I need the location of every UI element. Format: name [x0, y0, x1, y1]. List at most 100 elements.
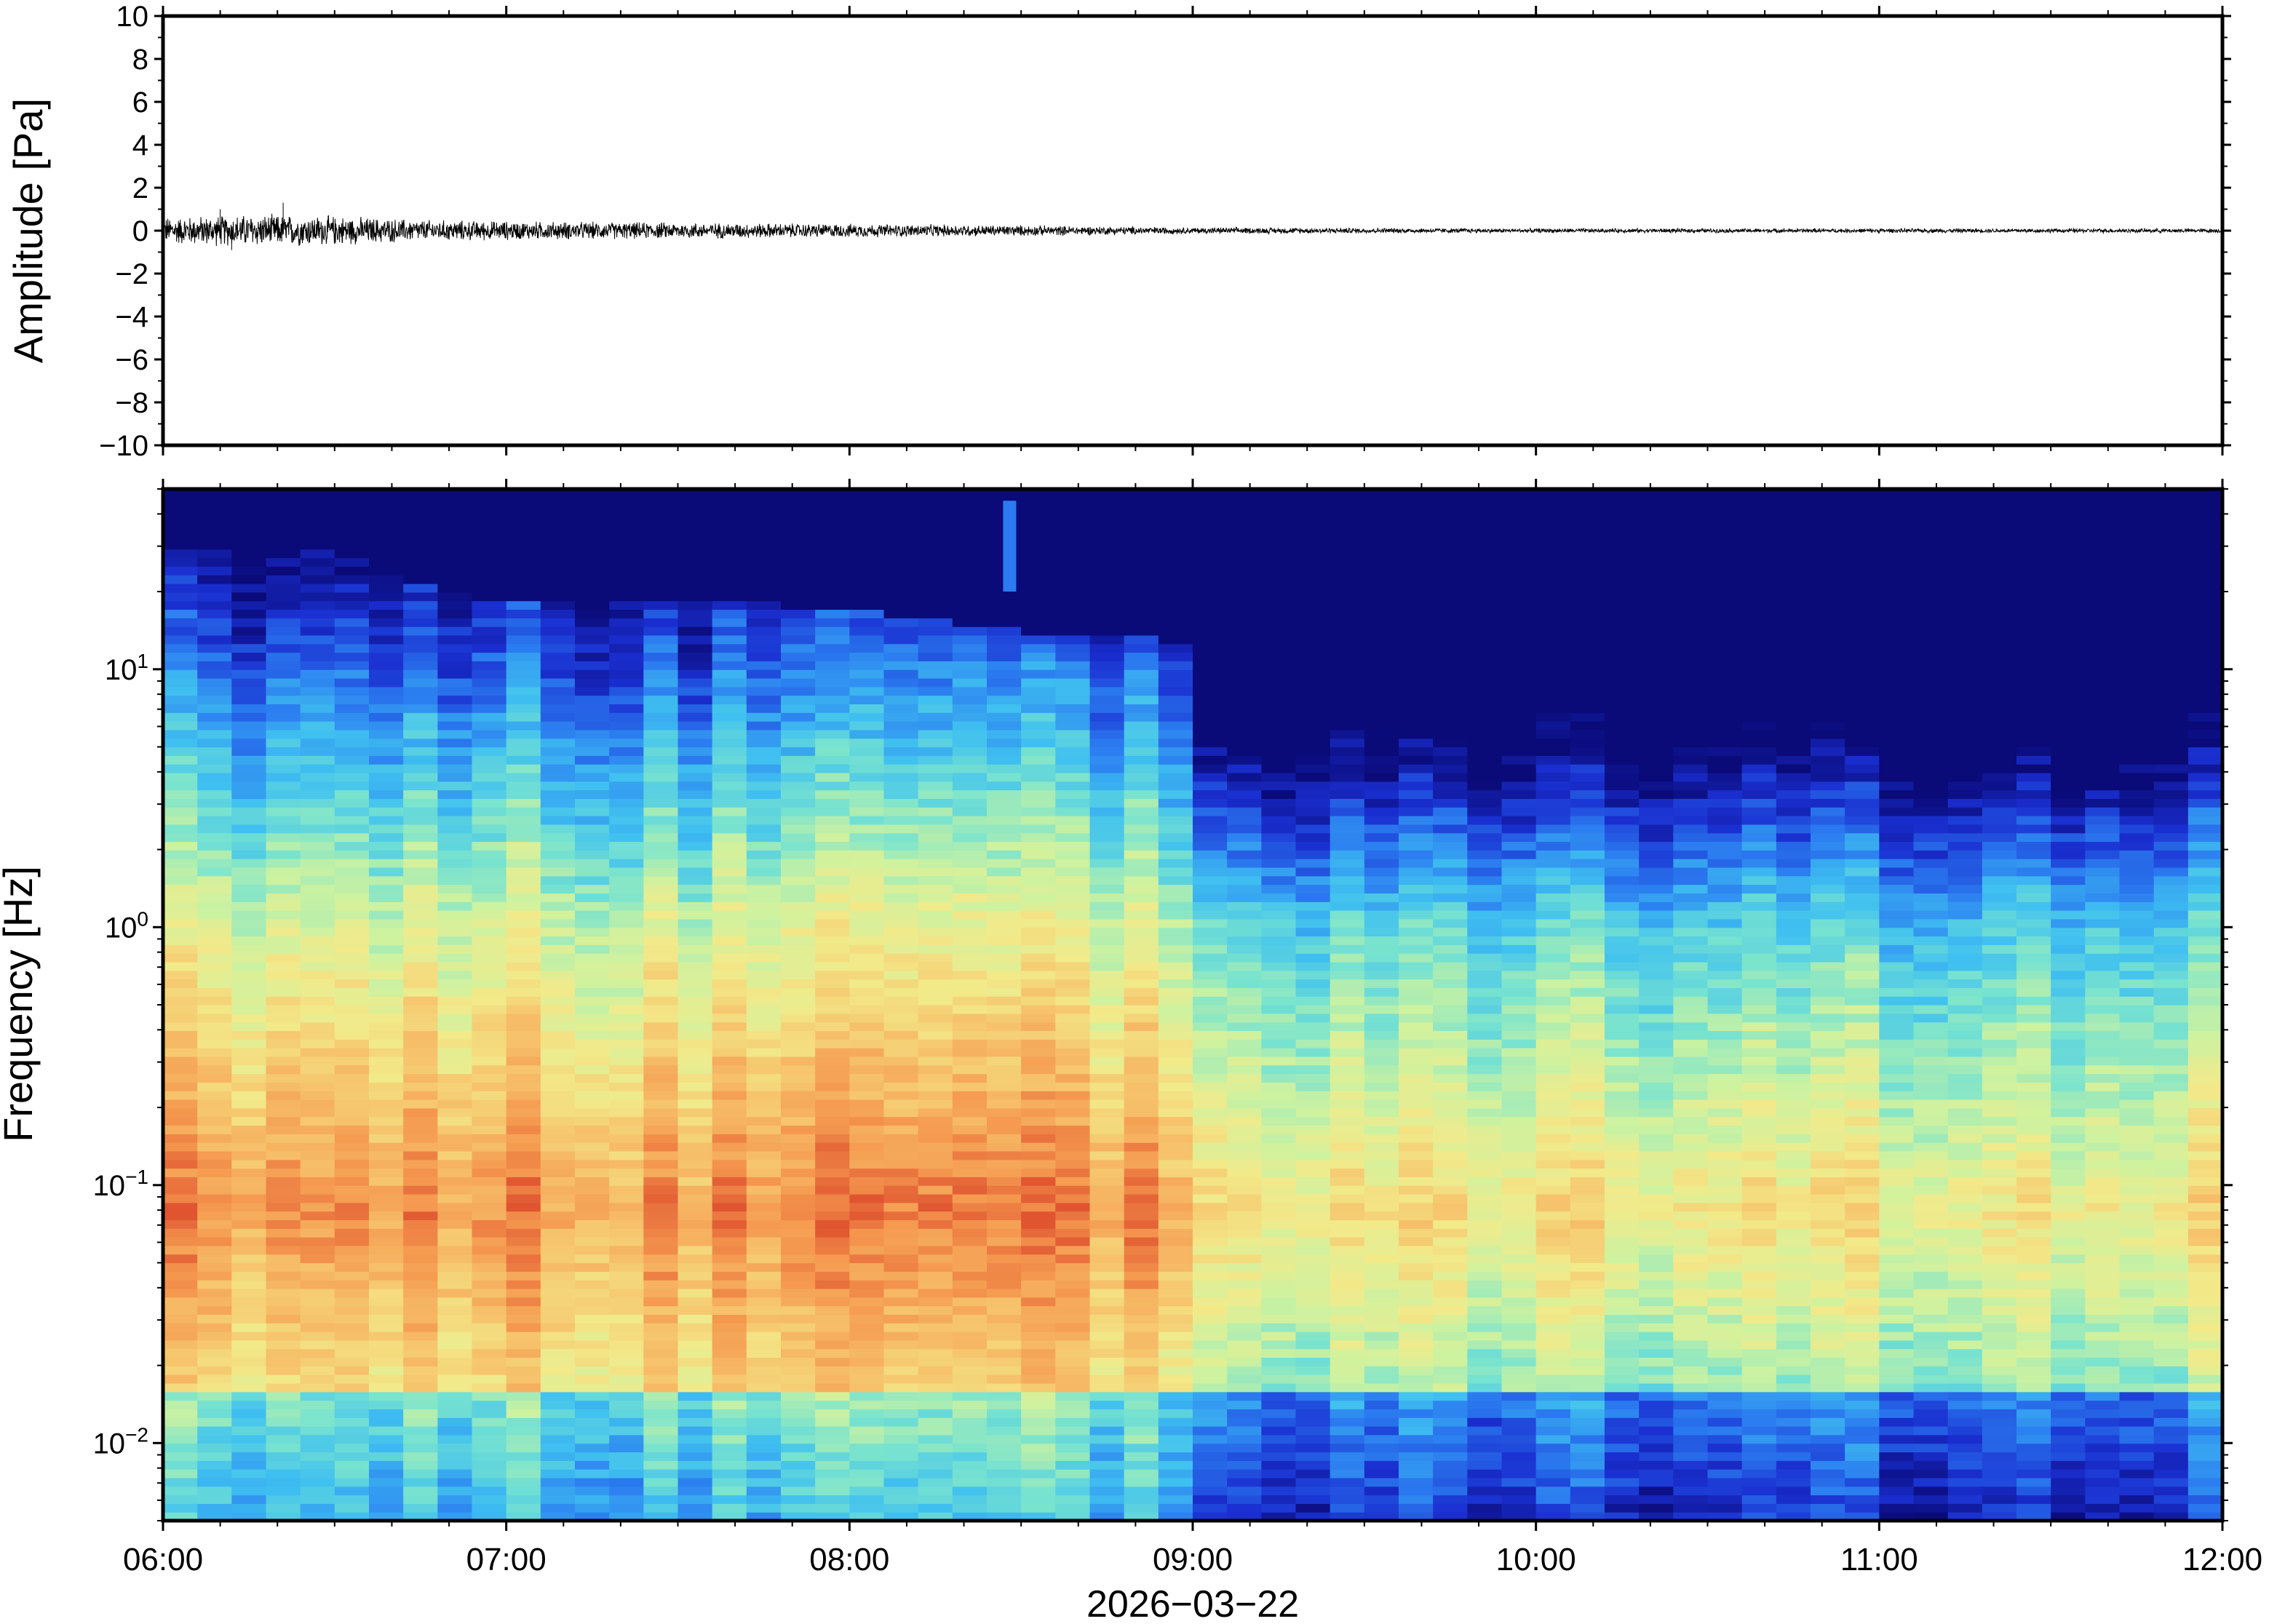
spectrogram-cell — [677, 540, 713, 550]
spectrogram-cell — [609, 824, 644, 834]
spectrogram-cell — [575, 677, 610, 688]
spectrogram-cell — [781, 609, 816, 618]
spectrogram-cell — [712, 1443, 747, 1453]
spectrogram-cell — [197, 1193, 232, 1203]
spectrogram-cell — [1055, 867, 1091, 877]
spectrogram-cell — [403, 910, 438, 920]
spectrogram-cell — [643, 1366, 679, 1375]
spectrogram-cell — [1501, 979, 1537, 988]
spectrogram-cell — [952, 1469, 988, 1478]
spectrogram-cell — [849, 1382, 885, 1393]
spectrogram-cell — [918, 1202, 953, 1212]
spectrogram-cell — [746, 1348, 782, 1358]
spectrogram-cell — [1158, 566, 1193, 576]
spectrogram-cell — [918, 781, 953, 791]
spectrogram-cell — [231, 798, 267, 808]
spectrogram-cell — [1364, 1434, 1399, 1444]
spectrogram-cell — [540, 1185, 576, 1195]
spectrogram-cell — [815, 600, 850, 610]
spectrogram-cell — [609, 1512, 644, 1521]
spectrogram-cell — [300, 575, 335, 584]
spectrogram-cell — [918, 575, 953, 584]
spectrogram-cell — [506, 816, 541, 825]
spectrogram-cell — [1399, 497, 1434, 507]
spectrogram-cell — [1467, 807, 1503, 816]
spectrogram-cell — [746, 532, 782, 541]
spectrogram-cell — [1089, 901, 1125, 911]
spectrogram-cell — [1330, 506, 1365, 516]
spectrogram-cell — [746, 850, 782, 859]
spectrogram-cell — [1535, 1177, 1571, 1186]
spectrogram-cell — [266, 1005, 301, 1014]
spectrogram-cell — [1055, 1039, 1091, 1048]
spectrogram-cell — [815, 523, 850, 533]
spectrogram-cell — [1055, 1426, 1091, 1436]
spectrogram-cell — [1295, 1305, 1331, 1315]
spectrogram-cell — [403, 497, 438, 507]
spectrogram-cell — [163, 832, 198, 843]
spectrogram-cell — [1089, 893, 1125, 902]
spectrogram-cell — [987, 652, 1022, 661]
spectrogram-cell — [849, 987, 885, 997]
spectrogram-cell — [163, 798, 198, 808]
spectrogram-cell — [403, 1348, 438, 1358]
spectrogram-cell — [1021, 1434, 1056, 1444]
spectrogram-cell — [815, 764, 850, 773]
spectrogram-cell — [334, 1177, 370, 1186]
spectrogram-cell — [1021, 1494, 1056, 1504]
spectrogram-cell — [1261, 884, 1297, 893]
spectrogram-cell — [1055, 1013, 1091, 1023]
spectrogram-cell — [1467, 1099, 1503, 1109]
spectrogram-cell — [334, 1005, 370, 1014]
spectrogram-cell — [746, 772, 782, 782]
spectrogram-cell — [1124, 1323, 1159, 1332]
spectrogram-cell — [334, 549, 370, 559]
spectrogram-cell — [815, 583, 850, 593]
spectrogram-cell — [609, 729, 644, 739]
spectrogram-cell — [334, 1357, 370, 1366]
spectrogram-cell — [1399, 816, 1434, 825]
spectrogram-cell — [952, 798, 988, 808]
spectrogram-cell — [815, 1125, 850, 1134]
spectrogram-cell — [540, 634, 576, 645]
spectrogram-cell — [163, 1503, 198, 1513]
spectrogram-cell — [197, 1116, 232, 1126]
spectrogram-cell — [677, 927, 713, 937]
spectrogram-cell — [472, 1193, 507, 1203]
spectrogram-cell — [403, 618, 438, 627]
spectrogram-cell — [437, 600, 473, 610]
spectrogram-cell — [403, 1030, 438, 1040]
spectrogram-cell — [1330, 1452, 1365, 1461]
spectrogram-cell — [231, 1254, 267, 1264]
spectrogram-cell — [952, 669, 988, 679]
spectrogram-cell — [1364, 1417, 1399, 1427]
spectrogram-cell — [643, 1477, 679, 1487]
spectrogram-cell — [952, 875, 988, 885]
spectrogram-cell — [1261, 1159, 1297, 1169]
spectrogram-cell — [781, 661, 816, 670]
spectrogram-cell — [506, 789, 541, 799]
spectrogram-cell — [1295, 1332, 1331, 1341]
spectrogram-cell — [437, 1099, 473, 1109]
spectrogram-cell — [1295, 1082, 1331, 1091]
spectrogram-cell — [1089, 816, 1125, 825]
spectrogram-cell — [197, 1452, 232, 1461]
spectrogram-cell — [575, 1116, 610, 1126]
spectrogram-cell — [472, 1125, 507, 1134]
spectrogram-cell — [472, 1288, 507, 1298]
spectrogram-cell — [1467, 592, 1503, 602]
spectrogram-cell — [1124, 944, 1159, 954]
spectrogram-cell — [266, 798, 301, 808]
spectrogram-cell — [1467, 1494, 1503, 1504]
spectrogram-cell — [849, 695, 885, 705]
spectrogram-cell — [437, 652, 473, 661]
spectrogram-cell — [815, 807, 850, 816]
spectrogram-cell — [300, 1503, 335, 1513]
spectrogram-cell — [849, 704, 885, 713]
spectrogram-cell — [746, 944, 782, 954]
spectrogram-cell — [1295, 1503, 1331, 1513]
spectrogram-cell — [883, 936, 919, 945]
spectrogram-cell — [952, 1030, 988, 1040]
spectrogram-cell — [403, 540, 438, 550]
